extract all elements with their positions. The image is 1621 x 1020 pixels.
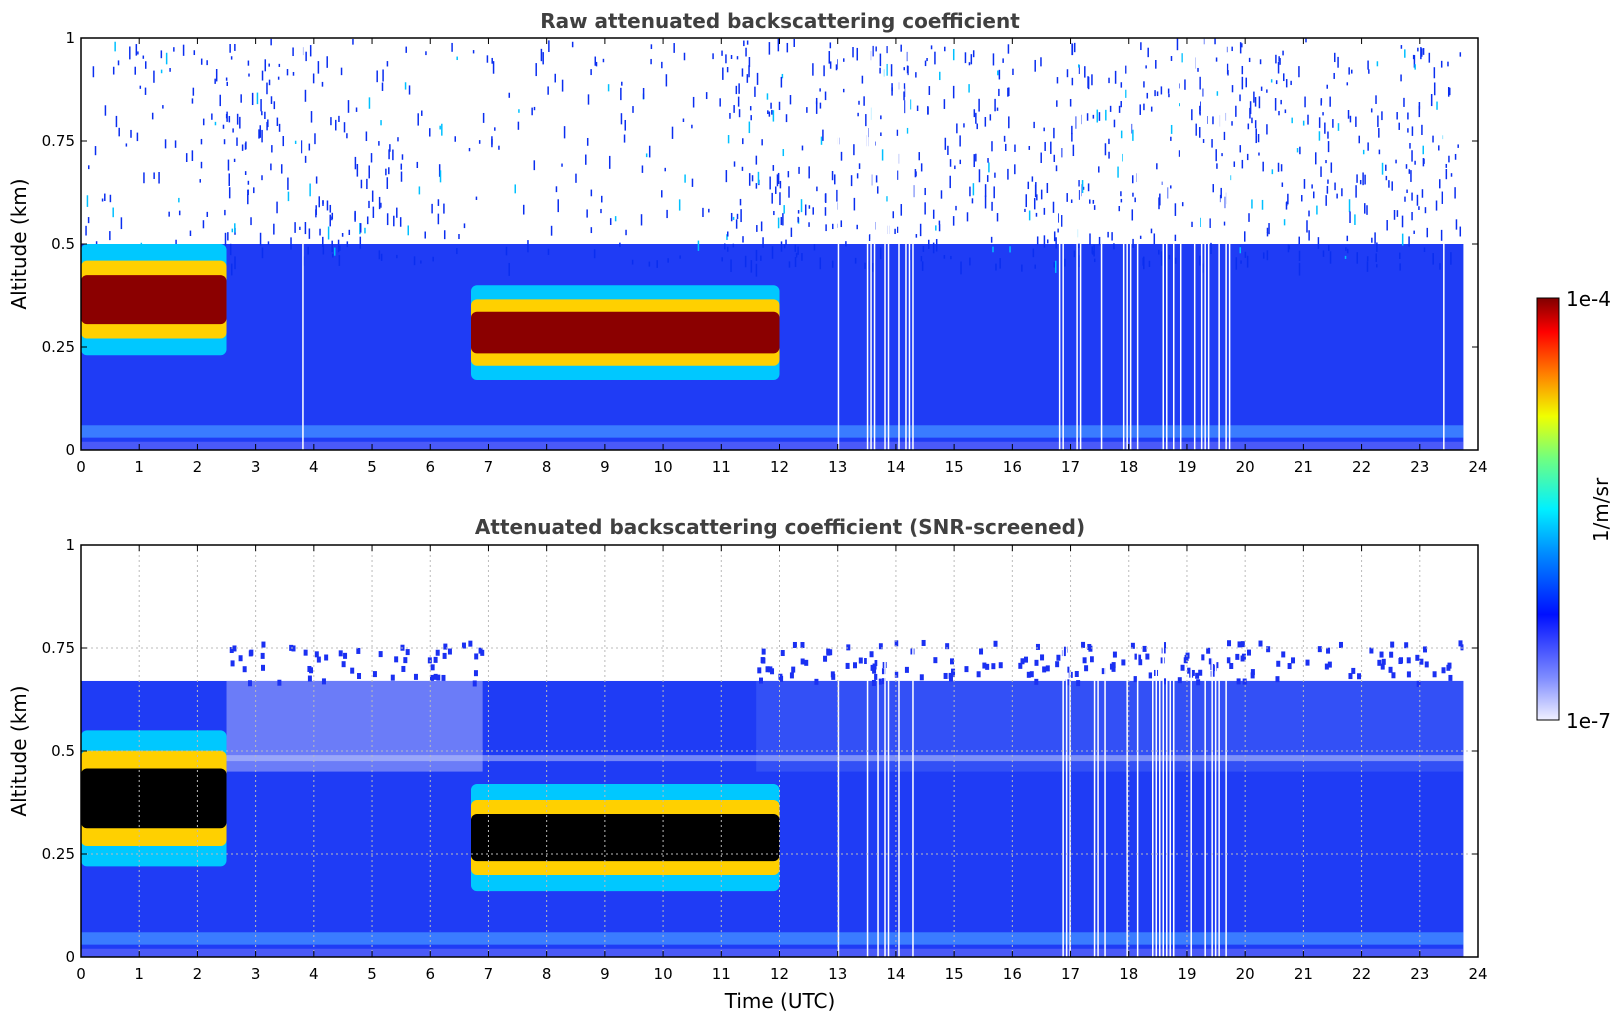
x-tick-label: 19 [1177,965,1196,983]
upper-noise [85,38,1462,277]
y-tick-label: 0.75 [42,639,75,657]
panel-screened-y-ticks: 0 0.25 0.5 0.75 1 [42,536,1478,966]
x-tick-label: 17 [1061,458,1080,476]
x-tick-label: 12 [770,965,789,983]
x-tick-label: 10 [654,965,673,983]
panel-screened: Attenuated backscattering coefficient (S… [7,515,1488,1013]
colorbar-min-label: 1e-7 [1566,709,1611,733]
x-tick-label: 19 [1177,458,1196,476]
panel-raw-ylabel: Altitude (km) [7,178,31,309]
x-tick-label: 21 [1294,965,1313,983]
x-tick-label: 20 [1236,965,1255,983]
colorbar-unit-label: 1/m/sr [1589,477,1613,542]
panel-raw-x-ticks: 0 1 2 3 4 5 6 7 8 9 10 11 12 13 14 15 16 17 18 19 20 21 22 23 24 [76,38,1488,476]
x-tick-label: 4 [309,458,319,476]
x-tick-label: 15 [945,458,964,476]
colorbar-gradient [1536,297,1560,721]
x-tick-label: 11 [712,965,731,983]
panel-screened-ylabel: Altitude (km) [7,685,31,816]
x-tick-label: 5 [367,458,377,476]
x-tick-label: 1 [134,965,144,983]
colorbar-max-label: 1e-4 [1566,287,1611,311]
screened-upper-region [81,639,1465,772]
x-tick-label: 16 [1003,458,1022,476]
panel-screened-x-ticks: 0 1 2 3 4 5 6 7 8 9 10 11 12 13 14 15 16 17 18 19 20 21 22 23 24 [76,545,1488,983]
x-tick-label: 23 [1410,965,1429,983]
x-tick-label: 22 [1352,458,1371,476]
y-tick-label: 0.5 [51,742,75,760]
x-tick-label: 7 [484,965,494,983]
near-ground-band [81,425,1464,438]
x-tick-label: 5 [367,965,377,983]
x-tick-label: 16 [1003,965,1022,983]
near-ground-band [81,932,1464,945]
x-tick-label: 2 [193,458,203,476]
y-tick-label: 0.75 [42,132,75,150]
layer-2 [470,783,780,892]
x-tick-label: 10 [654,458,673,476]
y-tick-label: 0.25 [42,845,75,863]
x-tick-label: 18 [1119,458,1138,476]
layer-1 [81,244,227,356]
x-tick-label: 13 [828,965,847,983]
y-tick-label: 1 [65,536,75,554]
x-tick-label: 11 [712,458,731,476]
panel-screened-heatmap [81,545,1478,957]
ground-band [81,948,1464,957]
x-tick-label: 1 [134,458,144,476]
y-tick-label: 0.5 [51,235,75,253]
panel-screened-title: Attenuated backscattering coefficient (S… [475,515,1085,539]
x-tick-label: 17 [1061,965,1080,983]
x-tick-label: 24 [1468,458,1487,476]
panel-screened-grid [81,545,1478,957]
panel-raw-title: Raw attenuated backscattering coefficien… [540,9,1020,33]
panel-raw-heatmap [81,38,1478,450]
colorbar: 1e-4 1e-7 1/m/sr [1536,287,1613,733]
x-tick-label: 14 [886,965,905,983]
x-tick-label: 21 [1294,458,1313,476]
x-tick-label: 8 [542,458,552,476]
y-tick-label: 0 [65,441,75,459]
panel-raw-y-ticks: 0 0.25 0.5 0.75 1 [42,29,1478,459]
x-tick-label: 14 [886,458,905,476]
x-tick-label: 23 [1410,458,1429,476]
x-tick-label: 3 [251,458,261,476]
x-tick-label: 15 [945,965,964,983]
y-tick-label: 0.25 [42,338,75,356]
x-tick-label: 0 [76,965,86,983]
x-tick-label: 7 [484,458,494,476]
x-tick-label: 9 [600,458,610,476]
layer-1 [81,730,227,867]
x-tick-label: 12 [770,458,789,476]
x-tick-label: 22 [1352,965,1371,983]
layer-2 [470,285,780,380]
x-tick-label: 20 [1236,458,1255,476]
x-tick-label: 13 [828,458,847,476]
panel-screened-xlabel: Time (UTC) [724,989,836,1013]
x-tick-label: 0 [76,458,86,476]
x-tick-label: 24 [1468,965,1487,983]
y-tick-label: 0 [65,948,75,966]
x-tick-label: 2 [193,965,203,983]
x-tick-label: 3 [251,965,261,983]
x-tick-label: 9 [600,965,610,983]
x-tick-label: 6 [425,965,435,983]
x-tick-label: 6 [425,458,435,476]
x-tick-label: 8 [542,965,552,983]
y-tick-label: 1 [65,29,75,47]
panel-raw: Raw attenuated backscattering coefficien… [7,9,1488,476]
x-tick-label: 4 [309,965,319,983]
ground-band [81,441,1464,450]
x-tick-label: 18 [1119,965,1138,983]
